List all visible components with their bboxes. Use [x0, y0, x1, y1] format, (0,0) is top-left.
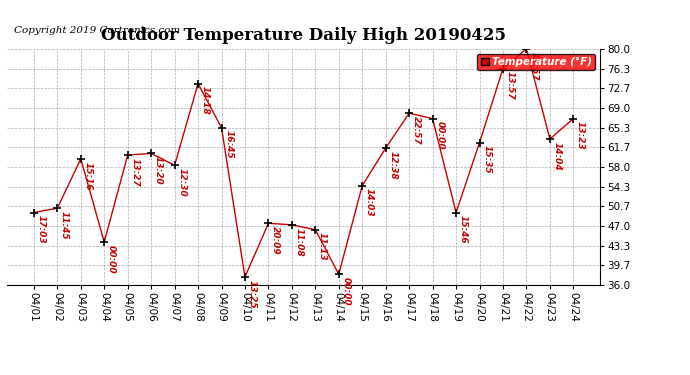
Point	[451, 210, 462, 216]
Text: 16:45: 16:45	[224, 130, 233, 159]
Point	[357, 183, 368, 189]
Text: Copyright 2019 Cartronics.com: Copyright 2019 Cartronics.com	[14, 26, 180, 35]
Text: 13:57: 13:57	[506, 71, 515, 100]
Text: 11:45: 11:45	[60, 211, 69, 240]
Text: 13:25: 13:25	[248, 280, 257, 308]
Text: 00:00: 00:00	[342, 277, 351, 306]
Text: 11:08: 11:08	[295, 228, 304, 256]
Text: 20:09: 20:09	[271, 226, 280, 255]
Point	[146, 150, 157, 156]
Text: 14:18: 14:18	[201, 86, 210, 115]
Point	[75, 156, 86, 162]
Text: 00:00: 00:00	[435, 122, 444, 150]
Point	[427, 116, 438, 122]
Point	[239, 274, 250, 280]
Point	[497, 66, 509, 72]
Point	[99, 239, 110, 245]
Text: 00:00: 00:00	[107, 245, 116, 273]
Text: 13:20: 13:20	[154, 156, 163, 185]
Legend: Temperature (°F): Temperature (°F)	[477, 54, 595, 70]
Point	[474, 140, 485, 146]
Point	[380, 145, 391, 151]
Point	[310, 227, 321, 233]
Text: 13:57: 13:57	[529, 51, 538, 80]
Text: 22:57: 22:57	[412, 116, 421, 145]
Point	[28, 210, 39, 216]
Point	[122, 152, 133, 158]
Text: 13:23: 13:23	[576, 122, 585, 150]
Text: 14:04: 14:04	[553, 142, 562, 170]
Text: 12:30: 12:30	[177, 168, 186, 196]
Point	[568, 116, 579, 122]
Text: 15:35: 15:35	[482, 146, 491, 174]
Text: 17:03: 17:03	[37, 215, 46, 244]
Point	[169, 162, 180, 168]
Point	[286, 222, 297, 228]
Text: 14:03: 14:03	[365, 189, 374, 217]
Text: 11:13: 11:13	[318, 232, 327, 261]
Text: 15:16: 15:16	[83, 162, 92, 190]
Text: 12:38: 12:38	[388, 151, 397, 180]
Point	[216, 124, 227, 130]
Point	[521, 46, 532, 52]
Title: Outdoor Temperature Daily High 20190425: Outdoor Temperature Daily High 20190425	[101, 27, 506, 44]
Point	[404, 110, 415, 116]
Point	[544, 136, 555, 142]
Point	[333, 271, 344, 277]
Text: 15:46: 15:46	[459, 215, 468, 244]
Point	[263, 220, 274, 226]
Text: 13:27: 13:27	[130, 158, 139, 186]
Point	[193, 81, 204, 87]
Point	[52, 205, 63, 211]
